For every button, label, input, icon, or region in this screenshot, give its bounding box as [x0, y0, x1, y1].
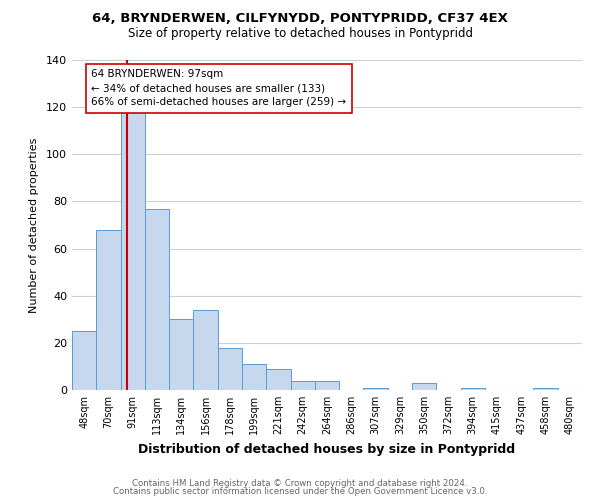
X-axis label: Distribution of detached houses by size in Pontypridd: Distribution of detached houses by size … — [139, 442, 515, 456]
Text: Contains HM Land Registry data © Crown copyright and database right 2024.: Contains HM Land Registry data © Crown c… — [132, 478, 468, 488]
Bar — [364, 388, 388, 390]
Bar — [121, 112, 145, 390]
Bar — [96, 230, 121, 390]
Y-axis label: Number of detached properties: Number of detached properties — [29, 138, 39, 312]
Bar — [169, 320, 193, 390]
Bar — [72, 331, 96, 390]
Bar — [266, 369, 290, 390]
Bar — [290, 380, 315, 390]
Bar — [218, 348, 242, 390]
Bar — [461, 388, 485, 390]
Bar — [145, 208, 169, 390]
Bar — [242, 364, 266, 390]
Text: Size of property relative to detached houses in Pontypridd: Size of property relative to detached ho… — [128, 28, 473, 40]
Text: Contains public sector information licensed under the Open Government Licence v3: Contains public sector information licen… — [113, 487, 487, 496]
Text: 64, BRYNDERWEN, CILFYNYDD, PONTYPRIDD, CF37 4EX: 64, BRYNDERWEN, CILFYNYDD, PONTYPRIDD, C… — [92, 12, 508, 26]
Bar — [412, 383, 436, 390]
Bar — [315, 380, 339, 390]
Bar — [193, 310, 218, 390]
Text: 64 BRYNDERWEN: 97sqm
← 34% of detached houses are smaller (133)
66% of semi-deta: 64 BRYNDERWEN: 97sqm ← 34% of detached h… — [91, 70, 347, 108]
Bar — [533, 388, 558, 390]
